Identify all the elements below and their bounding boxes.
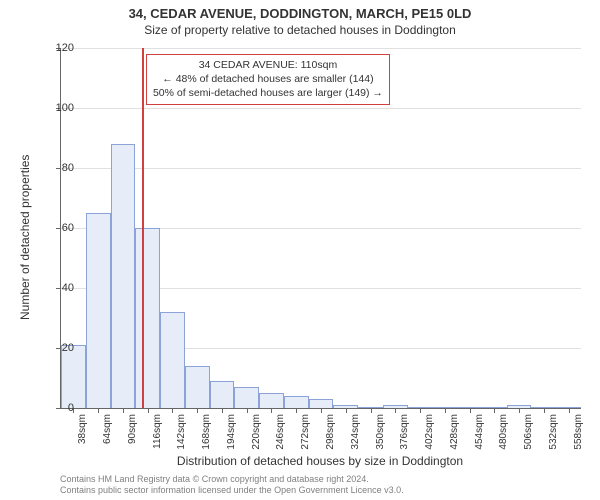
footer-line-2: Contains public sector information licen… — [60, 485, 580, 496]
y-axis-label: Number of detached properties — [18, 155, 32, 320]
x-tick-label: 376sqm — [399, 408, 410, 450]
x-axis-label: Distribution of detached houses by size … — [60, 454, 580, 468]
x-tick-mark — [197, 408, 198, 413]
y-tick-label: 120 — [44, 42, 74, 54]
x-tick-mark — [346, 408, 347, 413]
x-tick-label: 116sqm — [152, 408, 163, 449]
x-tick-mark — [494, 408, 495, 413]
x-tick-label: 298sqm — [325, 408, 336, 450]
histogram-bar — [111, 144, 136, 408]
histogram-bar — [135, 228, 160, 408]
x-tick-mark — [445, 408, 446, 413]
x-tick-mark — [321, 408, 322, 413]
x-tick-mark — [98, 408, 99, 413]
y-tick-label: 60 — [44, 222, 74, 234]
y-tick-label: 100 — [44, 102, 74, 114]
x-tick-label: 428sqm — [449, 408, 460, 450]
x-tick-mark — [470, 408, 471, 413]
x-tick-mark — [172, 408, 173, 413]
x-tick-label: 220sqm — [251, 408, 262, 450]
y-tick-label: 20 — [44, 342, 74, 354]
x-tick-mark — [296, 408, 297, 413]
annotation-box: 34 CEDAR AVENUE: 110sqm← 48% of detached… — [146, 54, 390, 105]
x-tick-mark — [544, 408, 545, 413]
page-title: 34, CEDAR AVENUE, DODDINGTON, MARCH, PE1… — [0, 0, 600, 21]
property-marker-line — [142, 48, 144, 408]
x-tick-label: 532sqm — [548, 408, 559, 450]
x-tick-label: 402sqm — [424, 408, 435, 450]
histogram-bar — [284, 396, 309, 408]
x-tick-mark — [123, 408, 124, 413]
y-tick-label: 80 — [44, 162, 74, 174]
x-tick-label: 194sqm — [226, 408, 237, 450]
y-tick-label: 0 — [44, 402, 74, 414]
annotation-line: ← 48% of detached houses are smaller (14… — [153, 72, 383, 86]
x-tick-label: 272sqm — [300, 408, 311, 450]
histogram-bar — [160, 312, 185, 408]
histogram-bar — [185, 366, 210, 408]
x-tick-mark — [519, 408, 520, 413]
footer-line-1: Contains HM Land Registry data © Crown c… — [60, 474, 580, 485]
x-tick-label: 558sqm — [573, 408, 584, 450]
x-tick-label: 506sqm — [523, 408, 534, 450]
x-tick-label: 142sqm — [176, 408, 187, 450]
histogram-bar — [86, 213, 111, 408]
x-tick-mark — [271, 408, 272, 413]
x-tick-label: 350sqm — [375, 408, 386, 450]
histogram-chart: 38sqm64sqm90sqm116sqm142sqm168sqm194sqm2… — [60, 48, 581, 409]
x-tick-mark — [420, 408, 421, 413]
x-tick-mark — [222, 408, 223, 413]
annotation-line: 50% of semi-detached houses are larger (… — [153, 86, 383, 100]
histogram-bar — [309, 399, 334, 408]
x-tick-label: 90sqm — [127, 408, 138, 444]
x-tick-label: 168sqm — [201, 408, 212, 450]
x-tick-mark — [148, 408, 149, 413]
x-tick-mark — [247, 408, 248, 413]
annotation-line: 34 CEDAR AVENUE: 110sqm — [153, 58, 383, 72]
histogram-bar — [234, 387, 259, 408]
grid-line — [61, 108, 581, 109]
grid-line — [61, 168, 581, 169]
x-tick-mark — [371, 408, 372, 413]
x-tick-label: 324sqm — [350, 408, 361, 450]
x-tick-mark — [569, 408, 570, 413]
histogram-bar — [210, 381, 235, 408]
grid-line — [61, 48, 581, 49]
x-tick-label: 246sqm — [275, 408, 286, 450]
x-tick-label: 64sqm — [102, 408, 113, 444]
x-tick-label: 38sqm — [77, 408, 88, 444]
x-tick-label: 480sqm — [498, 408, 509, 450]
histogram-bar — [259, 393, 284, 408]
page-subtitle: Size of property relative to detached ho… — [0, 21, 600, 37]
x-tick-label: 454sqm — [474, 408, 485, 450]
histogram-bar — [61, 345, 86, 408]
y-tick-label: 40 — [44, 282, 74, 294]
x-tick-mark — [395, 408, 396, 413]
attribution-footer: Contains HM Land Registry data © Crown c… — [60, 474, 580, 497]
